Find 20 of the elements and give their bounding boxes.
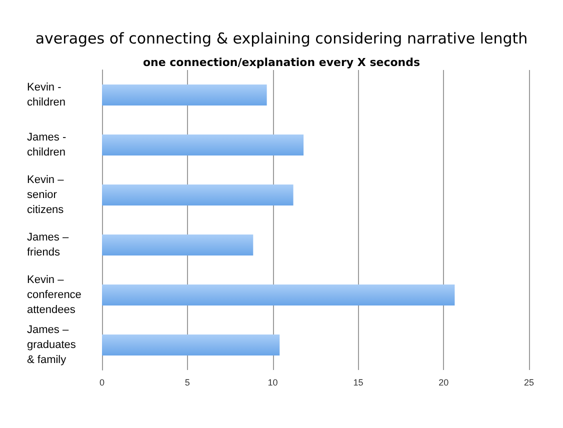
x-tick-label: 10 [268,378,278,388]
y-tick-label: Kevin – senior citizens [27,174,65,216]
y-tick-label: James - children [27,132,66,158]
x-tick-label: 20 [438,378,449,388]
bar [102,334,280,356]
x-tick-label: 5 [184,378,190,388]
x-tick-label: 15 [353,378,364,388]
y-tick-label: James – graduates & family [27,324,76,366]
bar [102,284,455,306]
bar [102,234,254,256]
bar [102,184,294,206]
y-tick-label: Kevin - children [27,82,66,108]
chart-subtitle: one connection/explanation every X seconds [142,56,421,69]
bar [102,84,267,106]
chart-title: averages of connecting & explaining considering narrative length [35,30,528,48]
x-tick-label: 0 [99,378,105,388]
y-tick-label: James – friends [27,232,70,258]
x-tick-label: 25 [524,378,534,388]
bar [102,134,304,156]
y-tick-label: Kevin – conference attendees [27,274,82,316]
